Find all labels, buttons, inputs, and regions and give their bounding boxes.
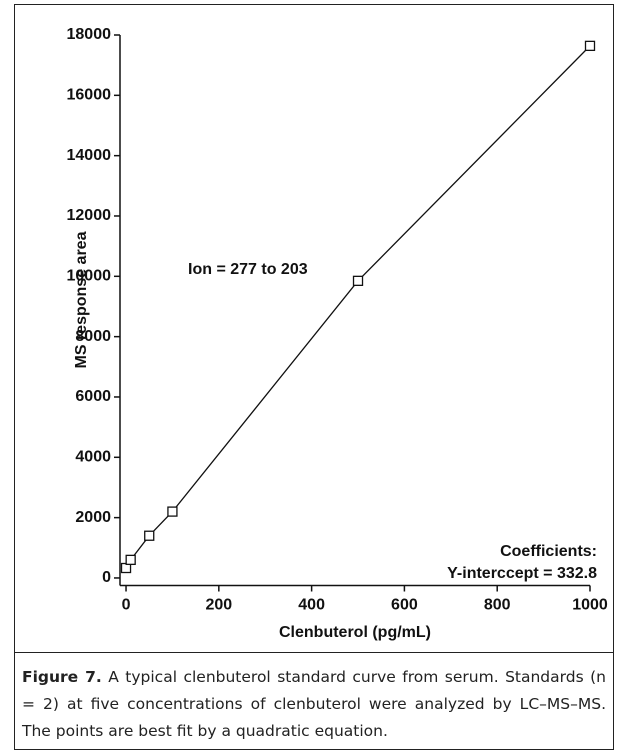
x-tick-label: 800 [484, 597, 511, 614]
y-tick-label: 8000 [75, 328, 111, 345]
caption: Figure 7. A typical clenbuterol standard… [22, 664, 606, 745]
chart: MS response area Clenbuterol (pg/mL) Ion… [67, 26, 608, 641]
y-tick-label: 4000 [75, 449, 111, 466]
marker [144, 530, 155, 541]
x-axis-title: Clenbuterol (pg/mL) [279, 624, 431, 641]
y-axis-title: MS response area [73, 231, 90, 368]
y-tick-label: 0 [102, 569, 111, 586]
separator [14, 652, 614, 653]
y-tick-label: 18000 [67, 26, 112, 43]
marker [352, 275, 364, 286]
x-tick-label: 600 [391, 597, 418, 614]
marker [584, 40, 596, 52]
caption-label: Figure 7. [22, 668, 102, 686]
curve [125, 45, 591, 569]
y-tick-label: 2000 [75, 509, 111, 526]
x-tick-label: 0 [122, 597, 131, 614]
caption-text: A typical clenbuterol standard curve fro… [22, 668, 606, 740]
annotation: Ion = 277 to 203 [188, 261, 308, 278]
x-tick-label: 400 [298, 597, 325, 614]
figure-frame [14, 4, 614, 750]
y-tick-label: 12000 [67, 207, 112, 224]
y-tick-label: 14000 [67, 147, 112, 164]
marker [167, 506, 178, 517]
x-tick-label: 200 [205, 597, 232, 614]
y-tick-label: 16000 [67, 87, 112, 104]
marker [125, 554, 136, 566]
y-tick-label: 6000 [75, 388, 111, 405]
y-tick-label: 10000 [67, 268, 112, 285]
x-tick-label: 1000 [572, 597, 608, 614]
annotation: Y-interccept = 332.8 [447, 565, 597, 582]
annotation: Coefficients: [500, 543, 597, 560]
